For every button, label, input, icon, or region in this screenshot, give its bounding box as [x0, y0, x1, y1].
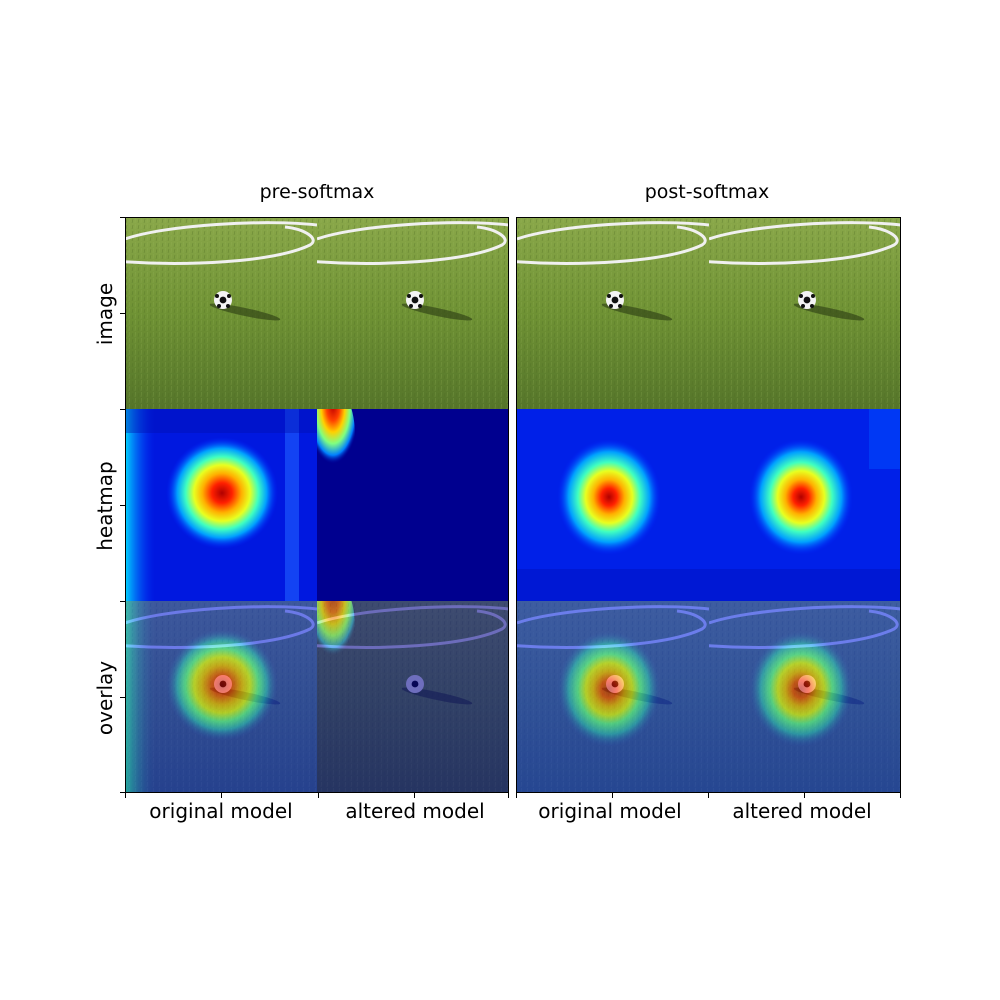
col-label-post-original: original model	[538, 799, 682, 823]
overlay-post-altered	[709, 601, 901, 793]
y-tick	[120, 505, 125, 506]
overlay-pre-original	[125, 601, 317, 793]
heatmap-pre-altered	[317, 409, 509, 601]
x-tick	[125, 793, 126, 798]
y-tick	[120, 792, 125, 793]
x-tick	[414, 793, 415, 798]
col-label-post-altered: altered model	[732, 799, 872, 823]
overlay-post-original	[517, 601, 709, 793]
row-label-heatmap: heatmap	[93, 461, 117, 551]
x-tick	[708, 793, 709, 798]
image-post-altered	[709, 217, 901, 409]
y-tick	[120, 313, 125, 314]
image-pre-altered	[317, 217, 509, 409]
col-label-pre-original: original model	[149, 799, 293, 823]
heatmap-post-altered	[709, 409, 901, 601]
x-tick	[508, 793, 509, 798]
image-post-original	[517, 217, 709, 409]
x-tick	[516, 793, 517, 798]
x-tick	[318, 793, 319, 798]
x-tick	[804, 793, 805, 798]
y-tick	[120, 409, 125, 410]
panel-title-post-softmax: post-softmax	[644, 181, 770, 203]
heatmap-post-original	[517, 409, 709, 601]
x-tick	[221, 793, 222, 798]
row-label-image: image	[93, 282, 117, 346]
y-tick	[120, 601, 125, 602]
panel-title-pre-softmax: pre-softmax	[259, 181, 375, 203]
col-label-pre-altered: altered model	[345, 799, 485, 823]
heatmap-pre-original	[125, 409, 317, 601]
row-label-overlay: overlay	[93, 660, 117, 736]
y-tick	[120, 217, 125, 218]
x-tick	[612, 793, 613, 798]
y-tick	[120, 697, 125, 698]
image-pre-original	[125, 217, 317, 409]
x-tick	[900, 793, 901, 798]
overlay-pre-altered	[317, 601, 509, 793]
